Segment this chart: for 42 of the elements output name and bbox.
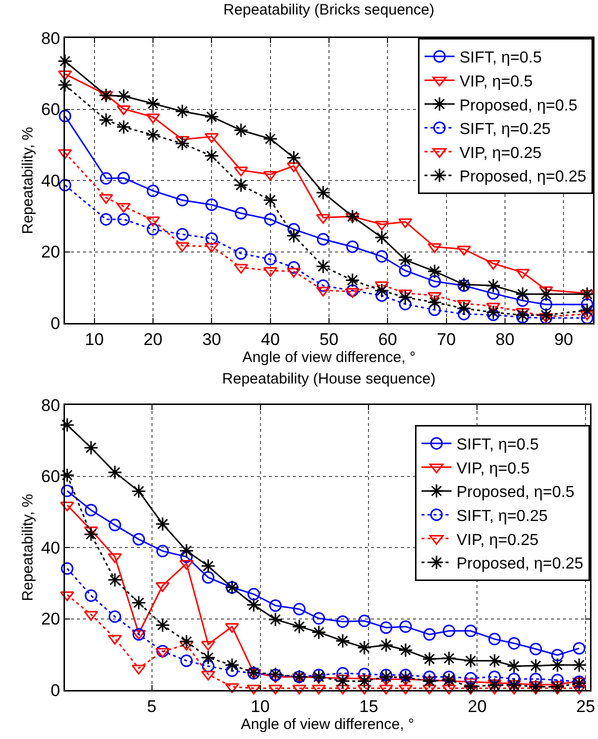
legend-label: Proposed, η=0.25 [460,168,586,186]
x-tick-label: 20 [144,330,162,349]
x-tick-label: 80 [496,330,514,349]
legend-label: VIP, η=0.25 [456,532,539,549]
y-axis-title: Repeatability, % [20,494,37,602]
y-tick-label: 40 [41,538,60,558]
legend-label: VIP, η=0.5 [456,460,530,478]
x-tick-label: 5 [147,696,157,716]
y-tick-label: 80 [41,28,60,48]
y-tick-label: 0 [50,314,60,333]
legend-label: SIFT, η=0.25 [456,508,548,525]
x-tick-label: 50 [320,330,338,349]
y-tick-label: 80 [41,396,60,415]
legend-label: VIP, η=0.5 [460,73,533,90]
x-axis-title: Angle of view difference, ° [240,716,414,733]
x-tick-label: 70 [436,330,456,349]
y-tick-label: 0 [50,680,60,700]
legend-label: Proposed, η=0.25 [456,556,584,573]
y-tick-label: 60 [41,100,60,120]
x-tick-label: 90 [554,330,574,349]
legend-label: Proposed, η=0.5 [460,97,578,114]
legend-label: VIP, η=0.25 [460,144,542,162]
chart-title: Repeatability (Bricks sequence) [223,2,434,18]
x-axis-title: Angle of view difference, ° [242,348,416,366]
y-tick-label: 20 [41,242,60,262]
x-tick-label: 30 [202,330,222,349]
legend-label: SIFT, η=0.5 [456,436,539,454]
x-tick-label: 60 [378,330,398,349]
legend-label: Proposed, η=0.5 [456,484,574,502]
y-axis-title: Repeatability, % [20,126,37,234]
x-tick-label: 15 [359,696,378,716]
x-tick-label: 10 [84,330,104,349]
x-tick-label: 20 [468,696,487,716]
y-tick-label: 20 [41,610,60,629]
legend-label: SIFT, η=0.5 [460,50,542,67]
y-tick-label: 40 [41,171,60,190]
y-tick-label: 60 [41,467,60,486]
x-tick-label: 25 [576,696,596,716]
x-tick-label: 40 [260,330,280,349]
x-tick-label: 10 [250,696,270,716]
chart-title: Repeatability (House sequence) [222,370,436,388]
legend-label: SIFT, η=0.25 [460,121,551,138]
